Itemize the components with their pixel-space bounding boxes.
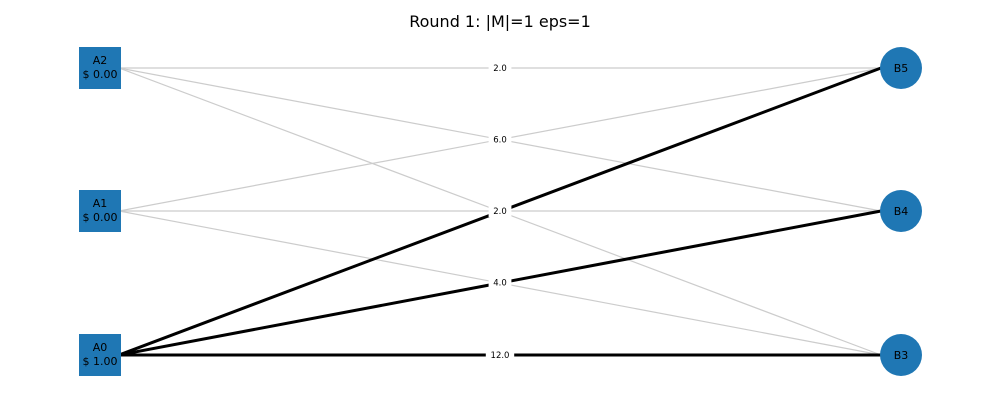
edge-weight-label-center-1: 2.0 xyxy=(488,205,512,217)
left-node-a1: A1$ 0.00 xyxy=(79,190,121,232)
right-node-b5: B5 xyxy=(880,47,922,89)
node-label: B5 xyxy=(894,62,909,75)
node-label: A2 xyxy=(93,54,108,67)
figure-title: Round 1: |M|=1 eps=1 xyxy=(409,12,591,31)
edge-weight-label-center-0-text: 6.0 xyxy=(493,136,507,146)
edge-weight-label-center-2-text: 4.0 xyxy=(493,279,507,289)
left-node-a2: A2$ 0.00 xyxy=(79,47,121,89)
node-price: $ 0.00 xyxy=(83,211,118,224)
node-label: B3 xyxy=(894,349,909,362)
edge-labels-layer: 2.0 12.0 6.0 2.0 4.0 xyxy=(485,62,515,361)
edge-weight-label-a2-b5: 2.0 xyxy=(488,62,512,74)
node-label: A1 xyxy=(93,197,108,210)
edge-weight-label-a0-b3-text: 12.0 xyxy=(491,351,510,361)
node-label: A0 xyxy=(93,341,108,354)
edge-weight-label-a2-b5-text: 2.0 xyxy=(493,64,507,74)
left-node-a0: A0$ 1.00 xyxy=(79,334,121,376)
right-node-b4: B4 xyxy=(880,190,922,232)
edge-weight-label-a0-b3: 12.0 xyxy=(485,349,515,361)
node-price: $ 0.00 xyxy=(83,68,118,81)
edge-weight-label-center-1-text: 2.0 xyxy=(493,207,507,217)
edge-weight-label-center-0: 6.0 xyxy=(488,133,512,146)
node-label: B4 xyxy=(894,205,909,218)
right-node-b3: B3 xyxy=(880,334,922,376)
node-price: $ 1.00 xyxy=(83,355,118,368)
edge-weight-label-center-2: 4.0 xyxy=(488,276,512,289)
